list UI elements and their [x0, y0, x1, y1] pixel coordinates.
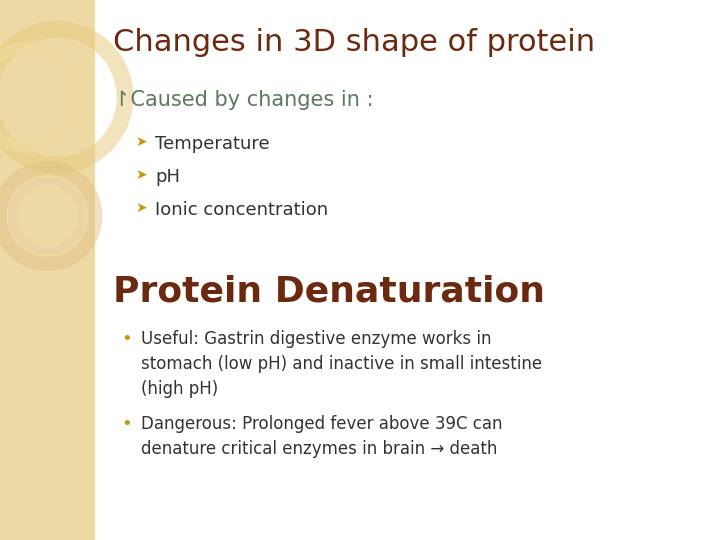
Text: Ionic concentration: Ionic concentration [155, 201, 328, 219]
Text: ↾Caused by changes in :: ↾Caused by changes in : [113, 90, 374, 110]
Text: Changes in 3D shape of protein: Changes in 3D shape of protein [113, 28, 595, 57]
Text: •: • [121, 330, 132, 348]
Text: Dangerous: Prolonged fever above 39C can
denature critical enzymes in brain → de: Dangerous: Prolonged fever above 39C can… [141, 415, 503, 458]
Text: ➤: ➤ [135, 201, 147, 215]
Text: Protein Denaturation: Protein Denaturation [113, 275, 545, 309]
Text: ➤: ➤ [135, 135, 147, 149]
Text: ➤: ➤ [135, 168, 147, 182]
Text: Temperature: Temperature [155, 135, 269, 153]
Bar [0, 0, 95, 540]
Text: pH: pH [155, 168, 180, 186]
Text: Useful: Gastrin digestive enzyme works in
stomach (low pH) and inactive in small: Useful: Gastrin digestive enzyme works i… [141, 330, 542, 398]
Text: •: • [121, 415, 132, 433]
